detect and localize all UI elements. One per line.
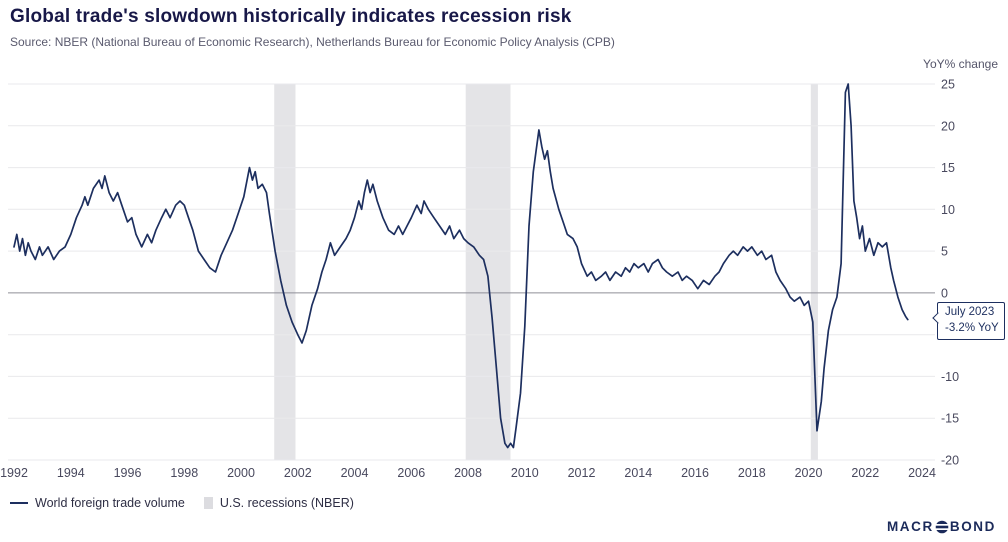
x-tick-label: 1994: [57, 466, 85, 480]
callout-date: July 2023: [945, 306, 995, 318]
y-tick-label: 5: [941, 245, 948, 259]
x-tick-label: 2014: [624, 466, 652, 480]
x-tick-label: 2022: [851, 466, 879, 480]
y-tick-label: 20: [941, 119, 955, 133]
x-tick-label: 2020: [795, 466, 823, 480]
trade-volume-line: [13, 83, 909, 449]
x-tick-label: 2018: [738, 466, 766, 480]
latest-value-callout: July 2023 -3.2% YoY: [931, 302, 1005, 341]
macrobond-globe-icon: [935, 520, 949, 533]
recession-band: [810, 84, 818, 460]
x-tick-label: 1998: [170, 466, 198, 480]
recession-band: [274, 84, 296, 460]
y-axis-unit-label: YoY% change: [923, 57, 998, 71]
y-tick-label: 25: [941, 78, 955, 92]
y-tick-label: 10: [941, 203, 955, 217]
x-tick-label: 2016: [681, 466, 709, 480]
y-tick-label: 15: [941, 161, 955, 175]
x-tick-label: 1996: [114, 466, 142, 480]
legend: World foreign trade volume U.S. recessio…: [10, 496, 354, 510]
y-tick-label: 0: [941, 286, 948, 300]
series-line-swatch: [10, 502, 28, 504]
x-tick-label: 1992: [0, 466, 28, 480]
series-legend-label: World foreign trade volume: [35, 496, 185, 510]
x-tick-label: 2004: [341, 466, 369, 480]
x-tick-label: 2008: [454, 466, 482, 480]
page-title: Global trade's slowdown historically ind…: [10, 6, 572, 27]
x-tick-label: 2000: [227, 466, 255, 480]
source-note: Source: NBER (National Bureau of Economi…: [10, 35, 615, 49]
logo-text-bond: BOND: [949, 519, 996, 534]
x-tick-label: 2006: [397, 466, 425, 480]
y-tick-label: -20: [941, 454, 959, 468]
recession-band-swatch: [203, 497, 213, 509]
recession-band: [465, 84, 511, 460]
y-tick-label: -15: [941, 412, 959, 426]
band-legend-label: U.S. recessions (NBER): [219, 496, 354, 510]
logo-text-macr: MACR: [886, 519, 934, 534]
callout-value: -3.2% YoY: [945, 321, 999, 334]
y-tick-label: -10: [941, 370, 959, 384]
x-tick-label: 2002: [284, 466, 312, 480]
macrobond-logo: MACR BOND: [887, 519, 996, 534]
x-tick-label: 2012: [568, 466, 596, 480]
x-tick-label: 2024: [908, 466, 936, 480]
x-tick-label: 2010: [511, 466, 539, 480]
